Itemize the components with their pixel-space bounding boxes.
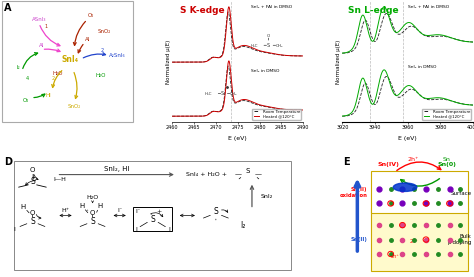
Text: CH₃: CH₃ [230,92,237,96]
Text: 2: 2 [52,76,55,81]
Text: 2h⁺: 2h⁺ [390,253,399,258]
Text: I: I [13,227,15,232]
Text: SnI₂ in DMSO: SnI₂ in DMSO [251,69,279,73]
Text: HI: HI [45,93,51,98]
Text: SnO₂: SnO₂ [98,29,111,34]
FancyBboxPatch shape [371,208,468,271]
Text: I: I [135,227,137,232]
Text: I—H: I—H [54,178,66,183]
Bar [14,161,291,270]
Text: I⁻: I⁻ [135,209,140,214]
Text: 1: 1 [44,24,47,29]
Text: D: D [4,157,12,166]
Text: Surface: Surface [451,191,472,196]
Text: A₂SnI₆: A₂SnI₆ [109,53,126,58]
Y-axis label: Normalized μ(E): Normalized μ(E) [336,39,341,84]
Text: Sn(0): Sn(0) [438,162,456,167]
Text: —: — [255,171,262,178]
Text: H: H [21,204,26,210]
Text: ASnI₃: ASnI₃ [32,17,46,22]
Text: A: A [4,2,11,12]
Text: SnO₂: SnO₂ [68,104,81,109]
Legend: Room Temperature, Heated @120°C: Room Temperature, Heated @120°C [253,109,301,120]
Text: SnI₂ + FAI in DMSO: SnI₂ + FAI in DMSO [408,5,449,9]
Text: S: S [30,217,35,226]
Text: —: — [235,171,242,178]
Text: S K-edge: S K-edge [180,6,225,15]
Text: ⁺: ⁺ [150,213,153,218]
Text: Sn(IV): Sn(IV) [377,162,399,167]
Text: S: S [245,168,250,174]
Text: SnI₂ in DMSO: SnI₂ in DMSO [408,65,436,69]
Text: H₂O: H₂O [52,71,63,76]
Text: Sn: Sn [443,157,451,162]
Text: S: S [221,91,224,96]
Text: ⁺: ⁺ [86,209,89,214]
Text: S: S [213,207,218,216]
Text: SnI₂: SnI₂ [261,194,273,199]
FancyBboxPatch shape [371,171,468,213]
Text: S: S [30,177,35,186]
Legend: Room Temperature, Heated @120°C: Room Temperature, Heated @120°C [422,109,471,120]
Bar [133,207,172,231]
Text: SnI₄ + H₂O +: SnI₄ + H₂O + [186,172,227,177]
Text: 2h⁺: 2h⁺ [410,239,419,244]
Text: O: O [90,210,95,216]
Text: O: O [30,210,35,216]
Y-axis label: Normalized μ(E): Normalized μ(E) [166,39,171,84]
Text: H: H [80,203,85,209]
Text: H₃C: H₃C [205,92,212,96]
Text: Bulk
p-doping: Bulk p-doping [447,234,472,245]
Text: H₃C: H₃C [251,44,258,48]
Text: I⁻: I⁻ [117,208,122,213]
Text: O: O [267,34,270,39]
Text: 2: 2 [100,48,103,53]
Text: I₂: I₂ [16,65,20,70]
Text: O₂: O₂ [23,98,29,102]
Text: ‖: ‖ [31,174,34,179]
Text: 2h⁺: 2h⁺ [407,157,419,162]
Text: H₂O: H₂O [86,195,99,200]
Text: Sn(II)
oxidation: Sn(II) oxidation [339,187,367,198]
Text: I₂: I₂ [240,220,246,230]
Text: I: I [168,227,170,232]
Text: Sn L-edge: Sn L-edge [347,6,398,15]
Text: O: O [30,167,35,173]
X-axis label: E (eV): E (eV) [398,136,417,141]
Text: H₂O: H₂O [95,73,106,78]
Text: Al: Al [39,43,44,48]
Text: Al: Al [85,37,90,42]
Text: SnI₂, HI: SnI₂, HI [104,166,129,171]
Text: H⁺: H⁺ [62,208,70,213]
Text: E: E [343,157,350,166]
Bar [2,1,133,122]
Text: 4: 4 [26,76,29,81]
Text: Sn(II): Sn(II) [350,237,367,242]
Text: O₂: O₂ [88,13,94,18]
X-axis label: E (eV): E (eV) [228,136,247,141]
Text: S: S [150,215,155,224]
Ellipse shape [393,183,417,191]
Text: CH₃: CH₃ [275,44,283,48]
Text: +: + [156,209,161,214]
Text: SnI₂ + FAI in DMSO: SnI₂ + FAI in DMSO [251,5,292,9]
Text: S: S [90,217,95,226]
Text: S: S [266,43,270,48]
Text: H: H [98,203,103,209]
Text: SnI₄: SnI₄ [62,55,79,64]
